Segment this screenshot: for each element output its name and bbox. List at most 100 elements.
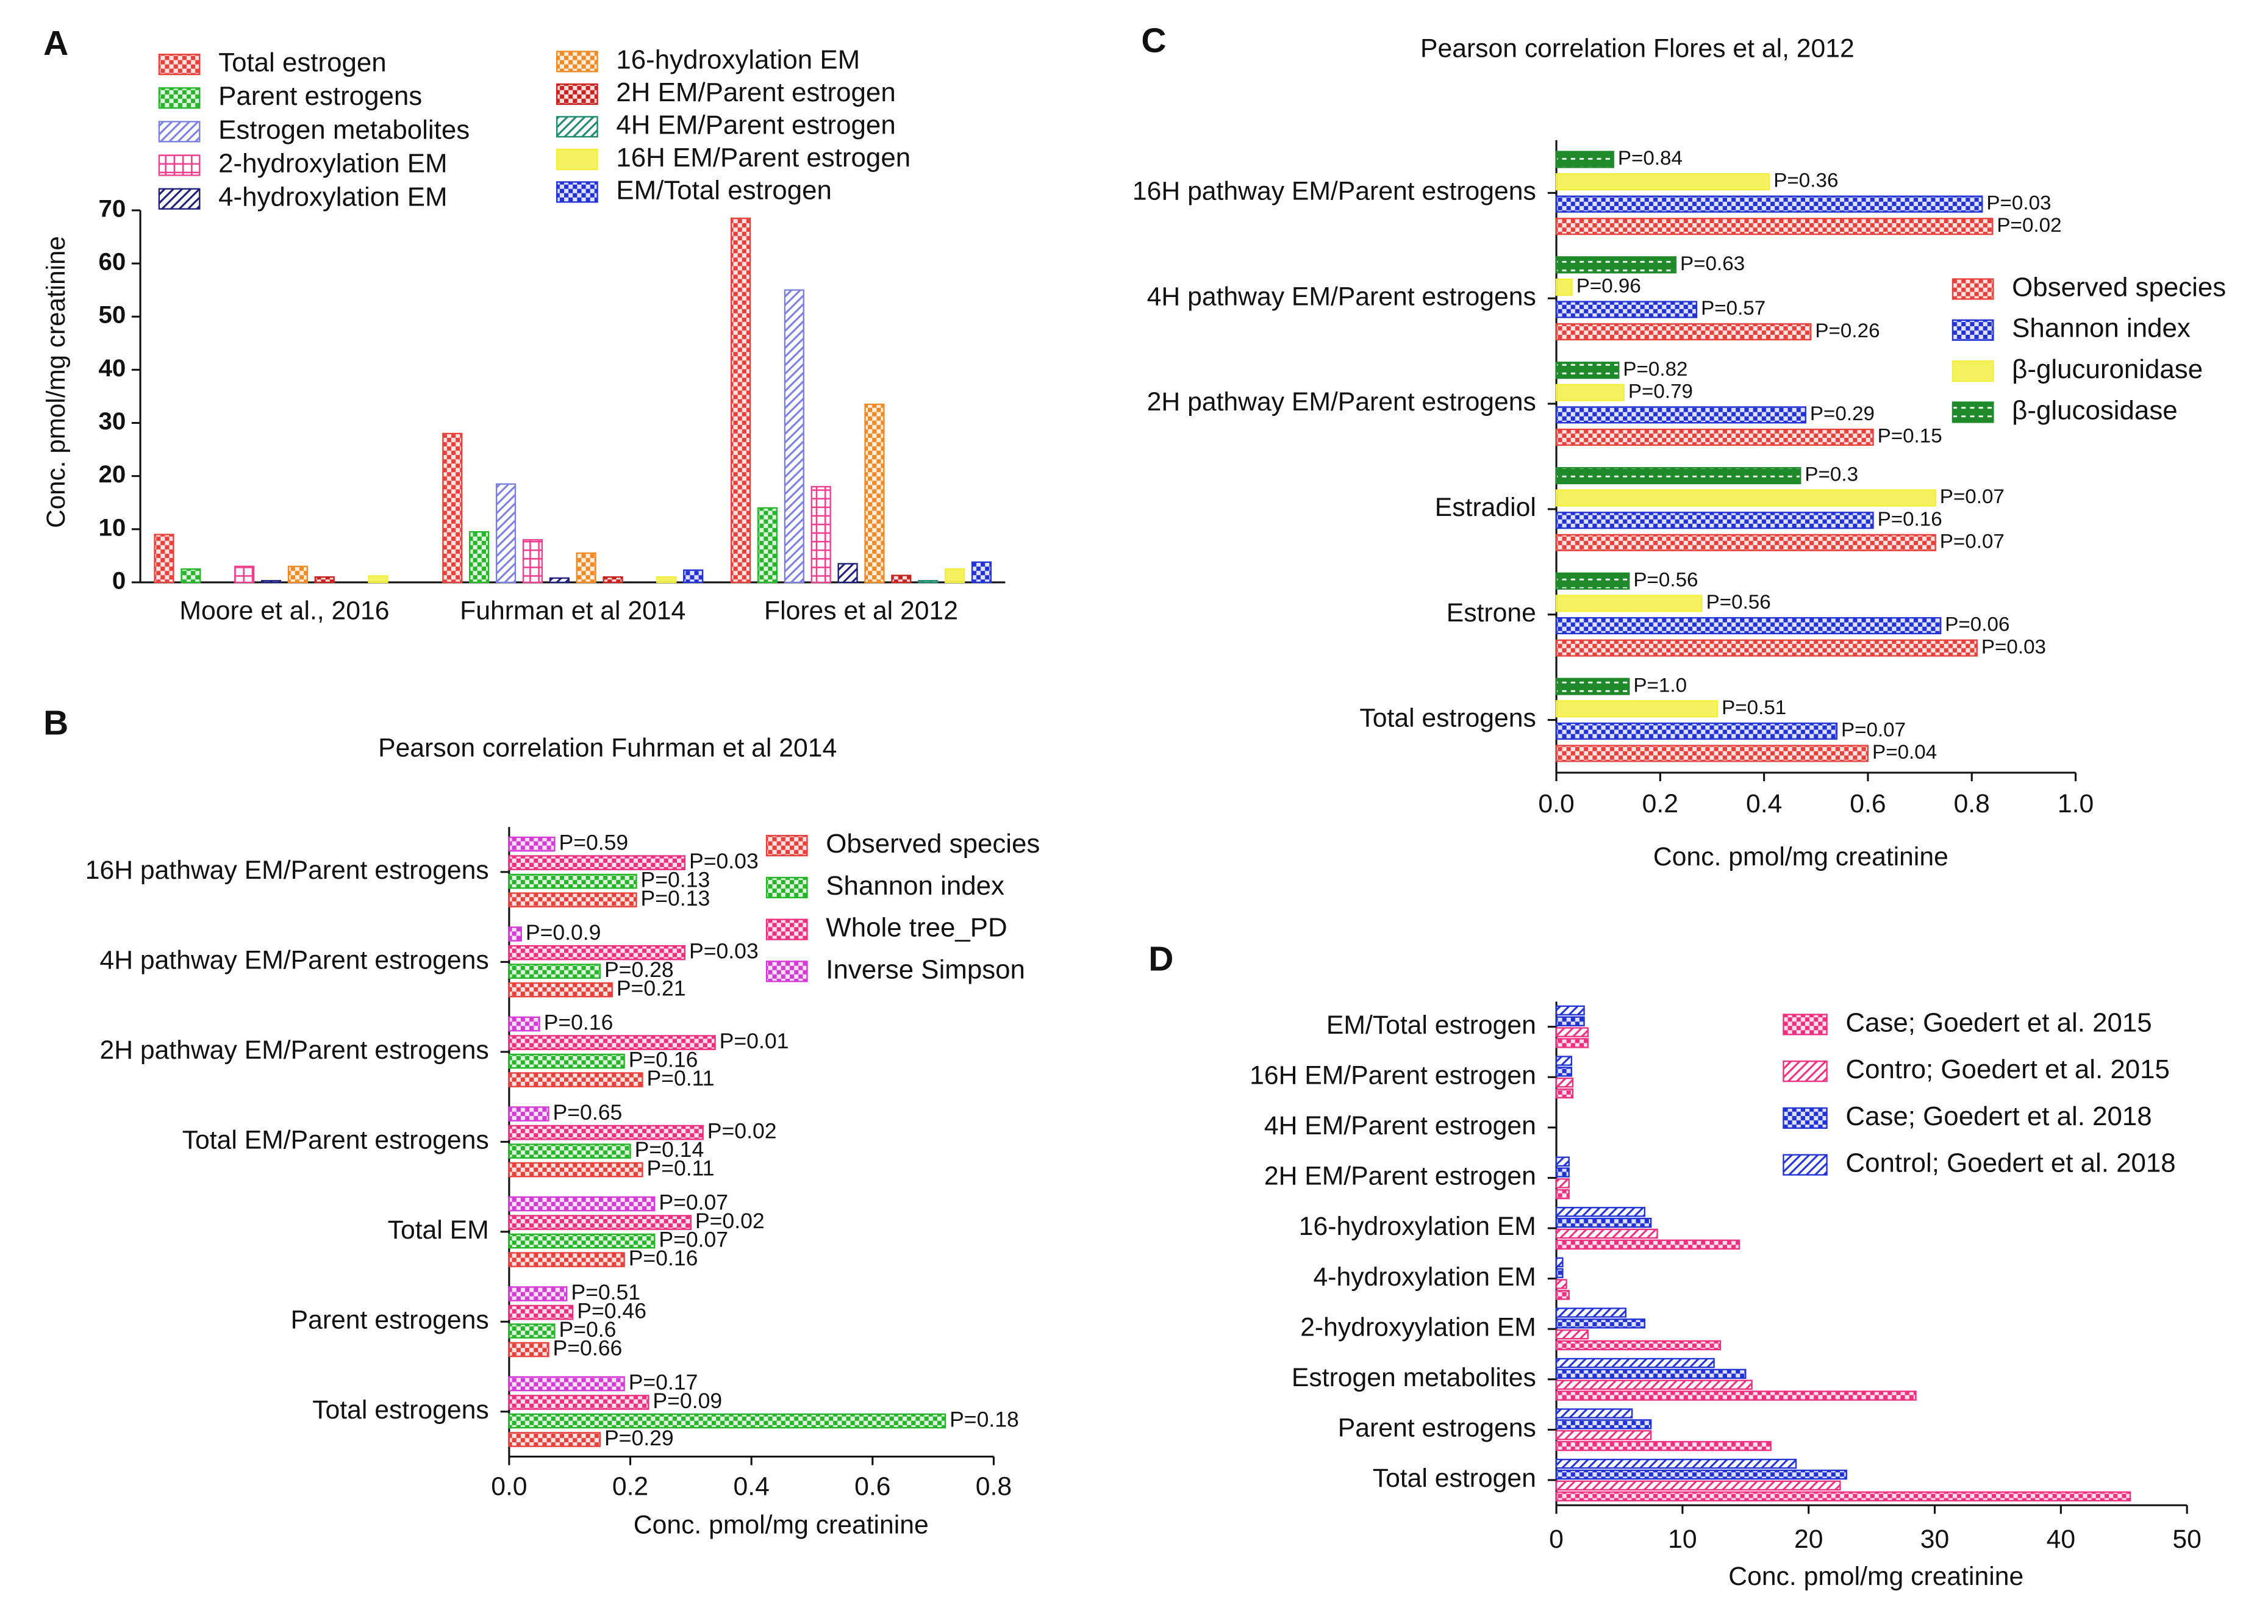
p-value-label: P=0.03 <box>689 850 759 873</box>
p-value-label: P=0.17 <box>629 1370 698 1394</box>
x-tick-label: Flores et al 2012 <box>764 596 958 625</box>
legend-swatch <box>1783 1061 1828 1082</box>
bar <box>1555 1016 1585 1026</box>
bar <box>1555 1038 1589 1048</box>
bar <box>1555 1491 2131 1501</box>
y-tick-label: 40 <box>98 355 126 382</box>
bar <box>810 485 831 584</box>
x-tick-label: 0.2 <box>1642 789 1678 818</box>
bar <box>891 574 912 584</box>
bar <box>603 576 623 584</box>
bar <box>508 1376 625 1392</box>
p-value-label: P=0.46 <box>577 1299 646 1323</box>
y-axis-label: Conc. pmol/mg creatinine <box>41 236 70 528</box>
bar <box>1555 1408 1633 1418</box>
bar <box>287 565 308 584</box>
bar <box>181 568 201 584</box>
x-axis-label: Conc. pmol/mg creatinine <box>1728 1562 2023 1590</box>
bar <box>1555 512 1874 529</box>
y-tick-label: Total EM <box>388 1215 489 1244</box>
legend-label: Inverse Simpson <box>826 955 1025 985</box>
bar <box>784 289 804 584</box>
bar <box>1555 1077 1574 1088</box>
legend-label: Case; Goedert et al. 2018 <box>1845 1101 2152 1131</box>
bar <box>1555 700 1719 718</box>
bar <box>508 1215 692 1230</box>
legend-swatch <box>158 53 201 76</box>
legend-swatch <box>158 121 201 143</box>
p-value-label: P=0.02 <box>707 1120 777 1143</box>
legend-swatch <box>158 87 201 109</box>
legend-label: Observed species <box>2012 273 2226 302</box>
legend-swatch <box>1951 401 1994 423</box>
x-tick-label: 0.2 <box>612 1472 648 1500</box>
x-tick-label: 40 <box>2047 1525 2075 1553</box>
bar <box>1555 323 1812 341</box>
y-tick-label: 2-hydroxyylation EM <box>1300 1313 1536 1342</box>
x-axis-label: Conc. pmol/mg creatinine <box>1653 842 1948 871</box>
y-tick-label: 4H pathway EM/Parent estrogens <box>1147 282 1536 311</box>
p-value-label: P=0.56 <box>1706 590 1771 613</box>
p-value-label: P=0.29 <box>1810 402 1875 424</box>
y-tick-label: 30 <box>98 408 126 435</box>
bar <box>508 1072 643 1087</box>
p-value-label: P=0.3 <box>1805 463 1858 485</box>
bar <box>1555 1358 1715 1368</box>
legend-swatch <box>1783 1107 1828 1129</box>
bar <box>508 873 637 889</box>
legend-label: 4-hydroxylation EM <box>218 182 447 212</box>
legend-swatch <box>556 83 598 105</box>
p-value-label: P=0.63 <box>1680 252 1745 274</box>
bar <box>508 1323 556 1339</box>
p-value-label: P=0.84 <box>1618 146 1683 169</box>
bar <box>1555 278 1573 296</box>
x-tick-label: 0.0 <box>491 1472 527 1500</box>
bar <box>549 577 570 584</box>
bar <box>508 1053 625 1069</box>
bar <box>469 531 490 584</box>
y-tick-label: 2H pathway EM/Parent estrogens <box>1147 387 1536 416</box>
y-tick-label: Total estrogen <box>1373 1464 1536 1492</box>
bar <box>1555 1419 1652 1429</box>
x-tick-label: 0.4 <box>733 1472 769 1500</box>
p-value-label: P=0.29 <box>604 1426 674 1450</box>
bar <box>508 1143 631 1159</box>
bar <box>1555 1318 1646 1329</box>
bar <box>508 1233 656 1249</box>
bar <box>1555 1307 1627 1318</box>
y-tick-label: EM/Total estrogen <box>1326 1011 1536 1039</box>
legend-label: EM/Total estrogen <box>616 176 832 206</box>
y-tick-label: 70 <box>98 196 126 223</box>
p-value-label: P=0.6 <box>559 1318 616 1342</box>
legend-label: Whole tree_PD <box>826 913 1007 943</box>
legend-swatch <box>1783 1014 1828 1036</box>
legend-swatch <box>556 148 598 170</box>
x-tick-label: Moore et al., 2016 <box>179 596 389 625</box>
bar <box>495 483 517 584</box>
bar <box>508 982 613 998</box>
y-tick-label: Parent estrogens <box>1338 1414 1536 1442</box>
legend-label: Contro; Goedert et al. 2015 <box>1845 1054 2170 1084</box>
bar <box>1555 362 1620 379</box>
bar <box>1555 195 1983 213</box>
p-value-label: P=0.56 <box>1633 568 1698 591</box>
bar <box>1555 1189 1570 1200</box>
bar <box>1555 1390 1917 1401</box>
p-value-label: P=0.65 <box>553 1101 623 1125</box>
bar <box>1555 1027 1589 1037</box>
bar <box>314 576 335 584</box>
bar <box>1555 256 1677 274</box>
bar <box>1555 1228 1658 1239</box>
bar <box>1555 428 1874 446</box>
legend-label: 16-hydroxylation EM <box>616 45 860 75</box>
x-tick-label: 0.6 <box>854 1472 890 1500</box>
bar <box>508 1035 716 1050</box>
bar <box>1555 151 1614 168</box>
y-tick-label: 4H EM/Parent estrogen <box>1264 1111 1536 1140</box>
bar <box>1555 617 1942 635</box>
bar <box>442 432 463 584</box>
legend-label: 16H EM/Parent estrogen <box>616 143 910 173</box>
legend-swatch <box>1951 360 1994 382</box>
bar <box>1555 1430 1652 1440</box>
bar <box>508 945 686 960</box>
